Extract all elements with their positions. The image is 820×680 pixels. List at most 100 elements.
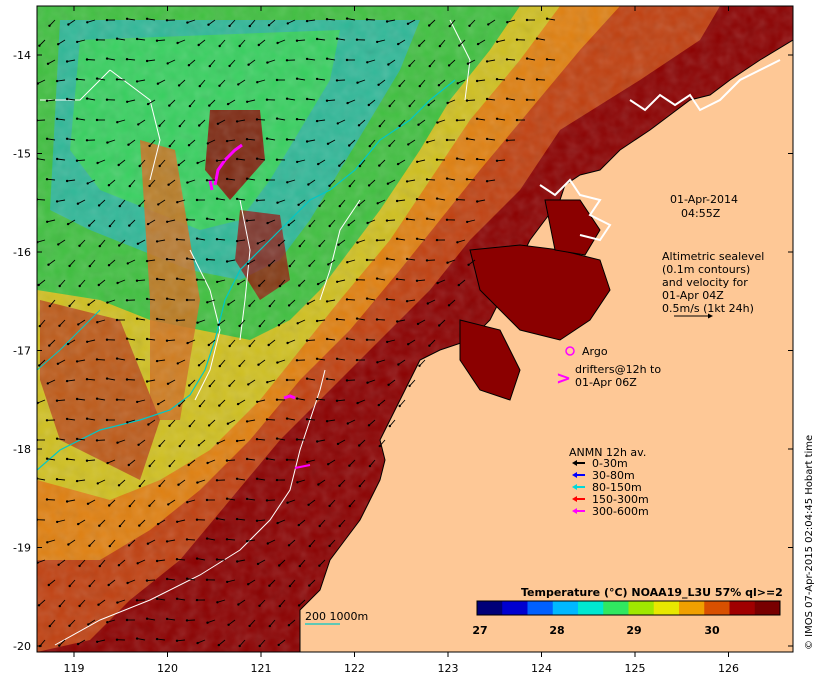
velocity-arrow <box>307 378 316 381</box>
velocity-arrow-head <box>195 278 199 281</box>
lat-tick-label: -17 <box>13 345 31 358</box>
lat-tick-label: -14 <box>13 49 31 62</box>
velocity-arrow-head <box>418 84 421 88</box>
velocity-arrow-head <box>397 42 400 46</box>
velocity-arrow <box>87 98 96 101</box>
velocity-arrow-head <box>276 41 279 45</box>
velocity-arrow <box>67 59 76 62</box>
velocity-arrow-head <box>75 397 79 401</box>
velocity-arrow-head <box>336 122 339 125</box>
velocity-arrow-head <box>205 537 209 540</box>
velocity-arrow-head <box>415 279 419 282</box>
velocity-arrow <box>128 459 136 466</box>
velocity-arrow <box>67 458 76 461</box>
velocity-arrow-head <box>396 320 399 323</box>
velocity-arrow-head <box>345 298 349 301</box>
velocity-arrow-head <box>155 559 159 563</box>
anmn-legend-label: 150-300m <box>592 493 649 506</box>
velocity-arrow-head <box>86 340 89 343</box>
velocity-arrow-head <box>277 244 281 247</box>
velocity-arrow-head <box>288 584 292 588</box>
velocity-arrow <box>86 459 96 462</box>
velocity-arrow-head <box>425 217 429 220</box>
velocity-arrow-head <box>235 517 239 521</box>
velocity-arrow-head <box>105 418 109 422</box>
velocity-arrow <box>237 518 246 521</box>
velocity-arrow-head <box>307 503 310 506</box>
velocity-arrow <box>208 99 216 106</box>
velocity-arrow-head <box>377 403 380 407</box>
velocity-arrow-head <box>148 184 151 188</box>
velocity-arrow <box>77 438 86 441</box>
velocity-arrow-head <box>485 97 489 101</box>
velocity-arrow-head <box>216 280 219 284</box>
velocity-arrow <box>76 78 86 81</box>
velocity-arrow-head <box>176 520 179 523</box>
velocity-arrow <box>48 339 56 346</box>
velocity-arrow-head <box>408 384 411 388</box>
velocity-arrow-head <box>85 97 89 100</box>
velocity-arrow-head <box>266 542 269 545</box>
velocity-arrow-head <box>265 418 269 421</box>
velocity-arrow-head <box>176 41 179 45</box>
velocity-arrow <box>59 319 66 327</box>
velocity-arrow-head <box>215 479 219 482</box>
velocity-arrow-head <box>275 437 279 440</box>
velocity-arrow-head <box>117 163 120 167</box>
velocity-arrow <box>46 178 56 181</box>
velocity-arrow <box>126 58 136 61</box>
velocity-arrow <box>337 358 346 361</box>
velocity-arrow <box>277 359 286 364</box>
velocity-arrow-head <box>67 23 70 26</box>
velocity-arrow <box>39 319 46 327</box>
velocity-arrow <box>259 319 266 327</box>
velocity-arrow-head <box>255 519 259 522</box>
colorbar-segment <box>578 601 604 615</box>
velocity-arrow <box>166 258 176 261</box>
bathymetry-contour-1000m <box>37 79 456 471</box>
velocity-arrow-head <box>138 484 141 488</box>
velocity-arrow-head <box>465 99 469 102</box>
velocity-arrow <box>177 199 186 203</box>
velocity-arrow-head <box>167 503 170 506</box>
velocity-arrow-head <box>335 318 339 321</box>
velocity-arrow-head <box>87 303 90 306</box>
velocity-arrow-head <box>295 359 299 362</box>
velocity-arrow-head <box>48 624 51 628</box>
velocity-arrow <box>108 179 116 186</box>
colorbar-segment <box>502 601 528 615</box>
velocity-arrow-head <box>245 540 249 543</box>
velocity-arrow-head <box>68 584 71 588</box>
velocity-arrow <box>57 438 66 441</box>
velocity-arrow-head <box>348 184 351 188</box>
velocity-arrow-head <box>138 164 141 168</box>
velocity-arrow <box>148 419 156 425</box>
velocity-arrow <box>87 179 96 184</box>
velocity-arrow <box>226 459 236 462</box>
velocity-arrow <box>296 118 306 121</box>
velocity-arrow <box>477 39 486 45</box>
velocity-arrow-head <box>218 364 221 368</box>
velocity-arrow-head <box>256 400 259 403</box>
velocity-arrow-head <box>327 463 330 466</box>
velocity-arrow <box>536 79 546 81</box>
velocity-arrow-head <box>377 83 380 87</box>
velocity-arrow-head <box>215 517 219 520</box>
velocity-arrow-head <box>355 278 359 281</box>
velocity-arrow-head <box>195 237 199 240</box>
velocity-arrow <box>219 39 226 47</box>
velocity-arrow-head <box>146 222 150 226</box>
velocity-arrow <box>157 79 166 85</box>
velocity-arrow-head <box>435 238 439 242</box>
velocity-arrow <box>137 559 146 564</box>
velocity-arrow <box>297 159 306 163</box>
velocity-arrow <box>337 119 346 124</box>
velocity-arrow-head <box>335 357 339 360</box>
velocity-arrow-head <box>206 621 209 624</box>
velocity-arrow-head <box>56 520 59 524</box>
velocity-arrow-head <box>307 183 310 186</box>
velocity-arrow <box>288 299 296 306</box>
velocity-arrow <box>467 219 476 223</box>
velocity-arrow-head <box>475 117 479 121</box>
velocity-arrow-head <box>127 463 130 467</box>
